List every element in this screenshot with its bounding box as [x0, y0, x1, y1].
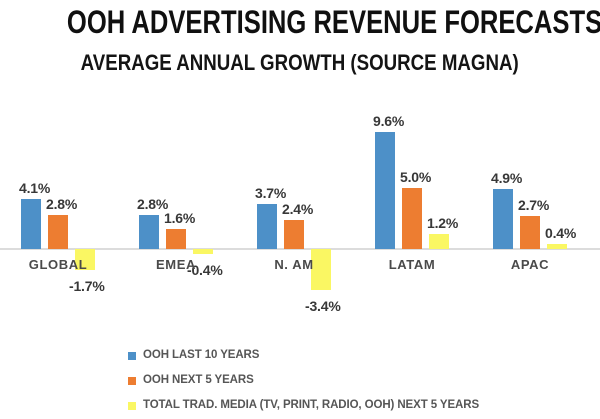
bar-total-trad-media-tv-print-radio-ooh-next-5-years-emea: [193, 249, 213, 254]
legend-item-total-trad-media-tv-print-radio-ooh-next-5-years: TOTAL TRAD. MEDIA (TV, PRINT, RADIO, OOH…: [128, 393, 479, 418]
legend-color-swatch-icon: [128, 351, 136, 360]
value-label-total-trad-media-tv-print-radio-ooh-next-5-years-emea: -0.4%: [187, 262, 223, 278]
value-label-total-trad-media-tv-print-radio-ooh-next-5-years-latam: 1.2%: [427, 215, 459, 231]
bar-ooh-last-10-years-n-am: [257, 204, 277, 249]
bar-ooh-next-5-years-global: [48, 215, 68, 249]
chart-legend: OOH LAST 10 YEARS OOH NEXT 5 YEARS TOTAL T…: [128, 343, 479, 418]
legend-item-ooh-next-5-years: OOH NEXT 5 YEARS: [128, 368, 479, 393]
bar-ooh-next-5-years-apac: [520, 216, 540, 249]
legend-item-label: TOTAL TRAD. MEDIA (TV, PRINT, RADIO, OOH…: [143, 398, 480, 411]
bar-ooh-last-10-years-global: [21, 199, 41, 249]
bar-ooh-next-5-years-emea: [166, 229, 186, 249]
value-label-ooh-next-5-years-apac: 2.7%: [518, 197, 550, 213]
category-label-apac: APAC: [510, 257, 550, 272]
bar-total-trad-media-tv-print-radio-ooh-next-5-years-latam: [429, 234, 449, 249]
value-label-ooh-next-5-years-latam: 5.0%: [400, 169, 432, 185]
value-label-ooh-last-10-years-apac: 4.9%: [491, 170, 523, 186]
value-label-ooh-last-10-years-emea: 2.8%: [137, 196, 169, 212]
value-label-ooh-last-10-years-latam: 9.6%: [373, 113, 405, 129]
bar-ooh-last-10-years-apac: [493, 189, 513, 249]
chart-subtitle-text: AVERAGE ANNUAL GROWTH (SOURCE MAGNA): [80, 50, 520, 75]
bar-total-trad-media-tv-print-radio-ooh-next-5-years-apac: [547, 244, 567, 249]
legend-color-swatch-icon: [128, 401, 136, 410]
category-label-n-am: N. AM: [274, 257, 314, 272]
chart-subtitle: AVERAGE ANNUAL GROWTH (SOURCE MAGNA): [0, 50, 600, 75]
legend-color-swatch-icon: [128, 376, 136, 385]
bar-total-trad-media-tv-print-radio-ooh-next-5-years-global: [75, 249, 95, 270]
value-label-ooh-next-5-years-emea: 1.6%: [164, 210, 196, 226]
category-label-global: GLOBAL: [28, 257, 88, 272]
legend-item-label: OOH NEXT 5 YEARS: [143, 373, 254, 386]
bar-ooh-last-10-years-emea: [139, 215, 159, 249]
value-label-ooh-last-10-years-n-am: 3.7%: [255, 185, 287, 201]
chart-title-text: OOH ADVERTISING REVENUE FORECASTS: [66, 4, 600, 40]
value-label-ooh-last-10-years-global: 4.1%: [19, 180, 51, 196]
value-label-ooh-next-5-years-global: 2.8%: [46, 196, 78, 212]
x-axis-line: [0, 248, 600, 250]
chart-title: OOH ADVERTISING REVENUE FORECASTS: [0, 4, 600, 40]
bar-ooh-next-5-years-latam: [402, 188, 422, 249]
category-label-emea: EMEA: [156, 257, 196, 272]
category-label-latam: LATAM: [388, 257, 436, 272]
value-label-total-trad-media-tv-print-radio-ooh-next-5-years-apac: 0.4%: [545, 225, 577, 241]
bar-ooh-last-10-years-latam: [375, 132, 395, 249]
legend-item-ooh-last-10-years: OOH LAST 10 YEARS: [128, 343, 479, 368]
bar-total-trad-media-tv-print-radio-ooh-next-5-years-n-am: [311, 249, 331, 290]
value-label-total-trad-media-tv-print-radio-ooh-next-5-years-n-am: -3.4%: [305, 298, 341, 314]
bar-ooh-next-5-years-n-am: [284, 220, 304, 249]
legend-item-label: OOH LAST 10 YEARS: [143, 348, 260, 361]
value-label-ooh-next-5-years-n-am: 2.4%: [282, 201, 314, 217]
value-label-total-trad-media-tv-print-radio-ooh-next-5-years-global: -1.7%: [69, 278, 105, 294]
